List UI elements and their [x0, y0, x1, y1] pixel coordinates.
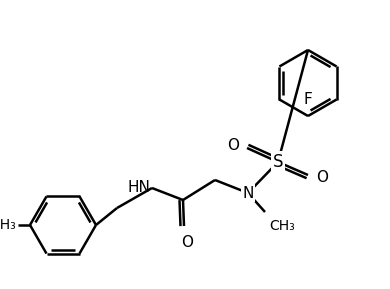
Text: CH₃: CH₃	[269, 219, 295, 233]
Text: O: O	[316, 170, 328, 184]
Text: S: S	[273, 153, 283, 171]
Text: CH₃: CH₃	[0, 218, 16, 232]
Text: N: N	[242, 186, 254, 201]
Text: O: O	[227, 138, 239, 153]
Text: F: F	[304, 92, 312, 107]
Text: HN: HN	[127, 181, 150, 195]
Text: O: O	[181, 235, 193, 250]
